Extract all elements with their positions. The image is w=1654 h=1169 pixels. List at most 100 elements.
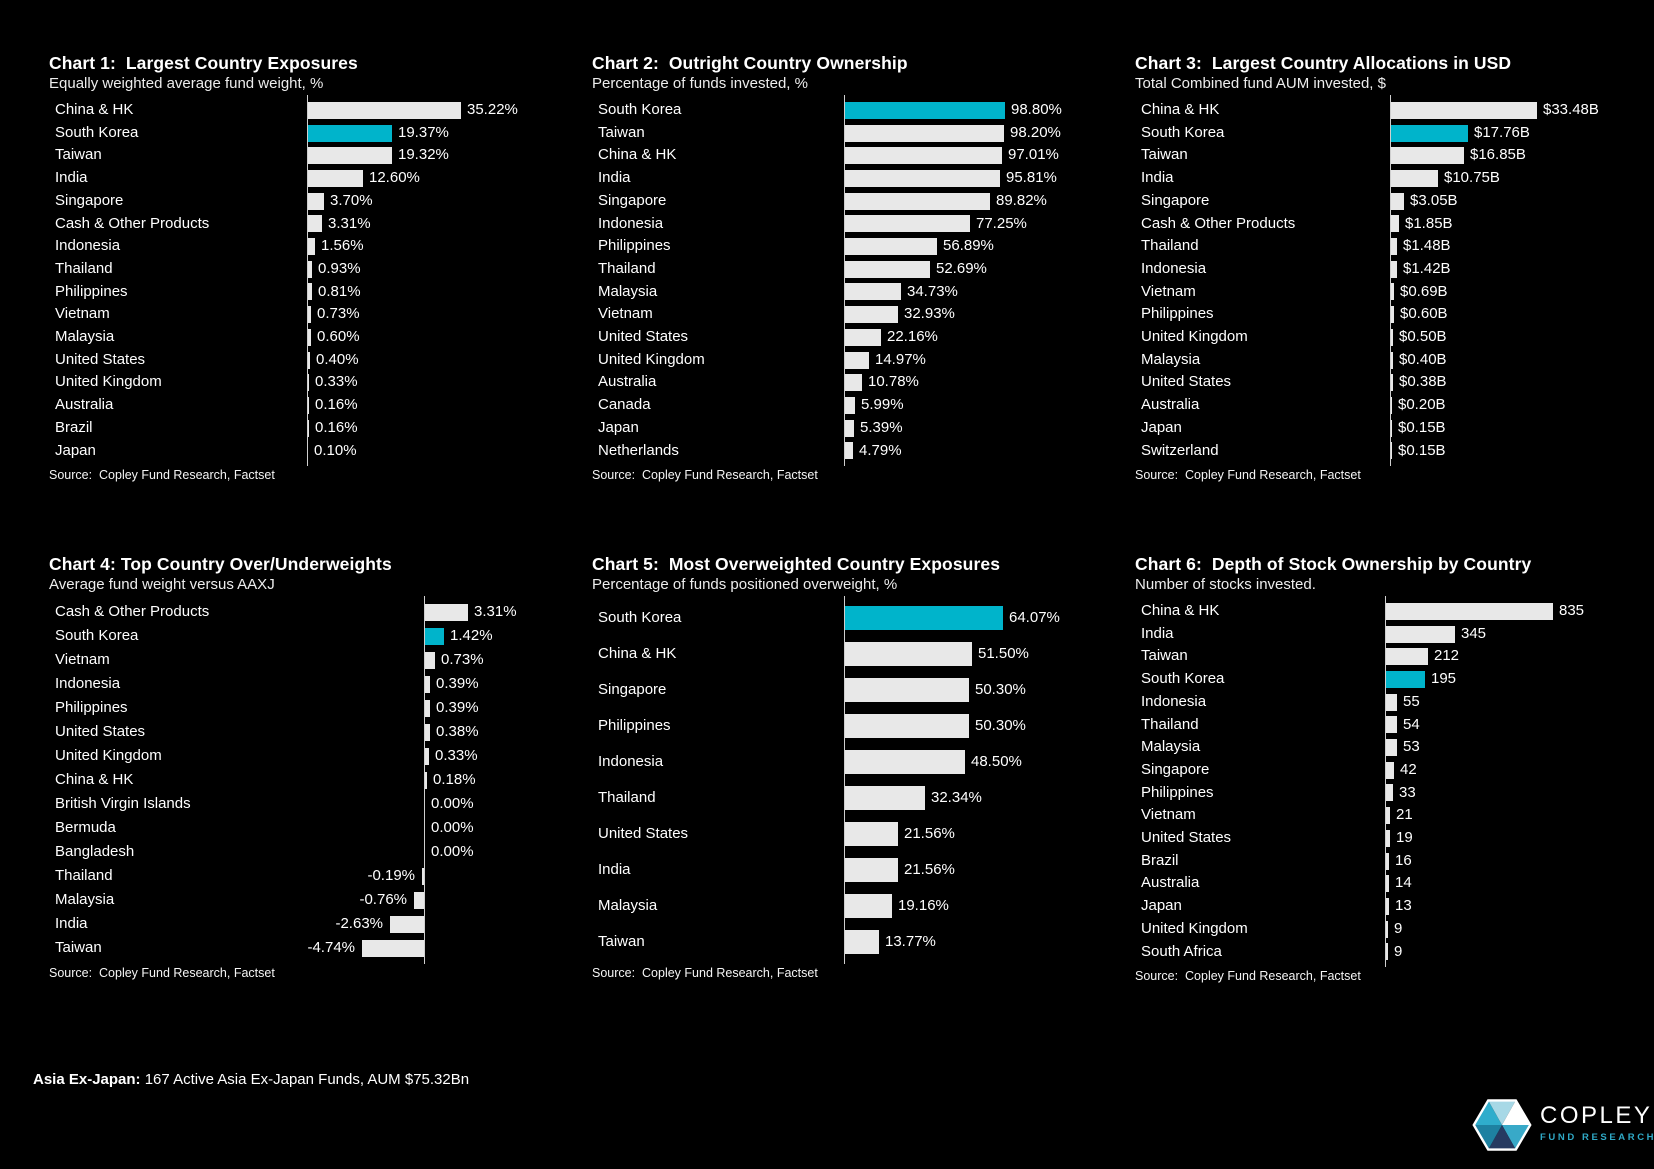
bar-row-united-kingdom: United Kingdom 9 [1135,918,1640,941]
category-label: India [1141,624,1174,642]
value-label: 77.25% [976,214,1027,232]
category-label: Canada [598,396,651,414]
category-label: Indonesia [598,753,664,770]
category-label: United States [55,723,146,740]
value-label: 1.42% [450,627,493,644]
bar-row-bangladesh: Bangladesh 0.00% [49,840,554,864]
bar-row-malaysia: Malaysia -0.76% [49,888,554,912]
bar-row-india: India 12.60% [49,167,554,190]
chart-6-bars: China & HK 835 India 345 Taiwan 212 South Kore… [1135,596,1640,968]
copley-logo: COPLEY FUND RESEARCH [1472,1096,1654,1158]
bar-row-vietnam: Vietnam 32.93% [592,303,1097,326]
bar-row-australia: Australia 0.16% [49,394,554,417]
bar-row-malaysia: Malaysia 34.73% [592,281,1097,304]
bar-row-netherlands: Netherlands 4.79% [592,440,1097,463]
bar-row-philippines: Philippines 0.81% [49,281,554,304]
value-label: 32.93% [904,305,955,323]
category-label: Thailand [1141,237,1199,255]
bar-row-thailand: Thailand -0.19% [49,864,554,888]
category-label: Thailand [598,789,656,806]
chart-6-source: Source: Copley Fund Research, Factset [1135,969,1361,984]
value-label: 50.30% [975,717,1026,734]
bar-row-brazil: Brazil 16 [1135,850,1640,873]
value-label: $0.60B [1400,305,1448,323]
bar-row-south-korea: South Korea 64.07% [592,600,1097,636]
bar-row-united-kingdom: United Kingdom 14.97% [592,349,1097,372]
category-label: Philippines [55,699,128,716]
value-label: 21.56% [904,825,955,842]
category-label: Vietnam [1141,806,1196,824]
bar [1391,238,1397,256]
category-label: Japan [1141,418,1182,436]
bar [1386,739,1397,757]
value-label: 0.10% [314,441,357,459]
bar-row-thailand: Thailand 0.93% [49,258,554,281]
value-label: 1.56% [321,237,364,255]
category-label: Indonesia [55,675,121,692]
category-label: Vietnam [1141,282,1196,300]
value-label: 16 [1395,851,1412,869]
category-label: Thailand [598,259,656,277]
bar-row-malaysia: Malaysia 0.60% [49,326,554,349]
bar [308,260,312,278]
chart-6-panel: Chart 6: Depth of Stock Ownership by Cou… [1135,554,1640,983]
value-label: 21.56% [904,861,955,878]
bar [308,374,309,392]
category-label: Malaysia [55,328,115,345]
footer-universe-label: Asia Ex-Japan: [33,1071,141,1088]
category-label: Thailand [55,259,113,277]
bar [845,306,898,324]
value-label: 0.00% [431,843,474,860]
bar [1386,897,1389,915]
bar [308,396,309,414]
bar-row-singapore: Singapore $3.05B [1135,190,1640,213]
bar-row-singapore: Singapore 50.30% [592,672,1097,708]
bar-row-india: India 21.56% [592,852,1097,888]
axis-line [307,95,308,467]
chart-1-panel: Chart 1: Largest Country Exposures Equal… [49,53,554,482]
category-label: Philippines [1141,305,1214,323]
bar-row-bermuda: Bermuda 0.00% [49,816,554,840]
category-label: Vietnam [598,305,653,323]
bar-row-china-hk: China & HK 97.01% [592,144,1097,167]
bar [362,939,424,957]
bar-row-japan: Japan 5.39% [592,417,1097,440]
bar [390,915,424,933]
value-label: 35.22% [467,101,518,118]
value-label: $17.76B [1474,123,1530,141]
chart-4-bars: Cash & Other Products 3.31% South Korea 1.4… [49,596,554,964]
bar-row-philippines: Philippines 0.39% [49,696,554,720]
category-label: Indonesia [1141,259,1207,277]
bar-row-malaysia: Malaysia $0.40B [1135,349,1640,372]
bar [425,771,427,789]
bar [845,894,892,918]
bar [308,306,311,324]
value-label: 0.38% [436,723,479,740]
value-label: 0.33% [315,373,358,391]
value-label: 0.81% [318,282,361,300]
category-label: United Kingdom [1141,328,1248,345]
bar-row-philippines: Philippines $0.60B [1135,303,1640,326]
bar [845,260,930,278]
chart-2-title: Chart 2: Outright Country Ownership [592,53,908,73]
category-label: Indonesia [598,214,664,232]
value-label: 9 [1394,942,1403,960]
logo-name: COPLEY [1540,1102,1653,1129]
chart-4-title: Chart 4: Top Country Over/Underweights [49,554,392,574]
bar-row-indonesia: Indonesia 0.39% [49,672,554,696]
chart-5-bars: South Korea 64.07% China & HK 51.50% Singapo… [592,596,1097,964]
value-label: 19 [1396,829,1413,846]
value-label: $10.75B [1444,169,1500,187]
chart-6-title: Chart 6: Depth of Stock Ownership by Cou… [1135,554,1532,574]
value-label: 0.60% [317,328,360,345]
bar [1391,169,1438,187]
value-label: 0.18% [433,771,476,788]
bar [845,192,990,210]
category-label: British Virgin Islands [55,795,191,812]
axis-line [1390,95,1391,467]
category-label: United States [55,350,146,368]
bar-row-indonesia: Indonesia 1.56% [49,235,554,258]
category-label: Singapore [55,191,124,209]
bar-row-india: India 95.81% [592,167,1097,190]
category-label: United States [598,328,689,345]
